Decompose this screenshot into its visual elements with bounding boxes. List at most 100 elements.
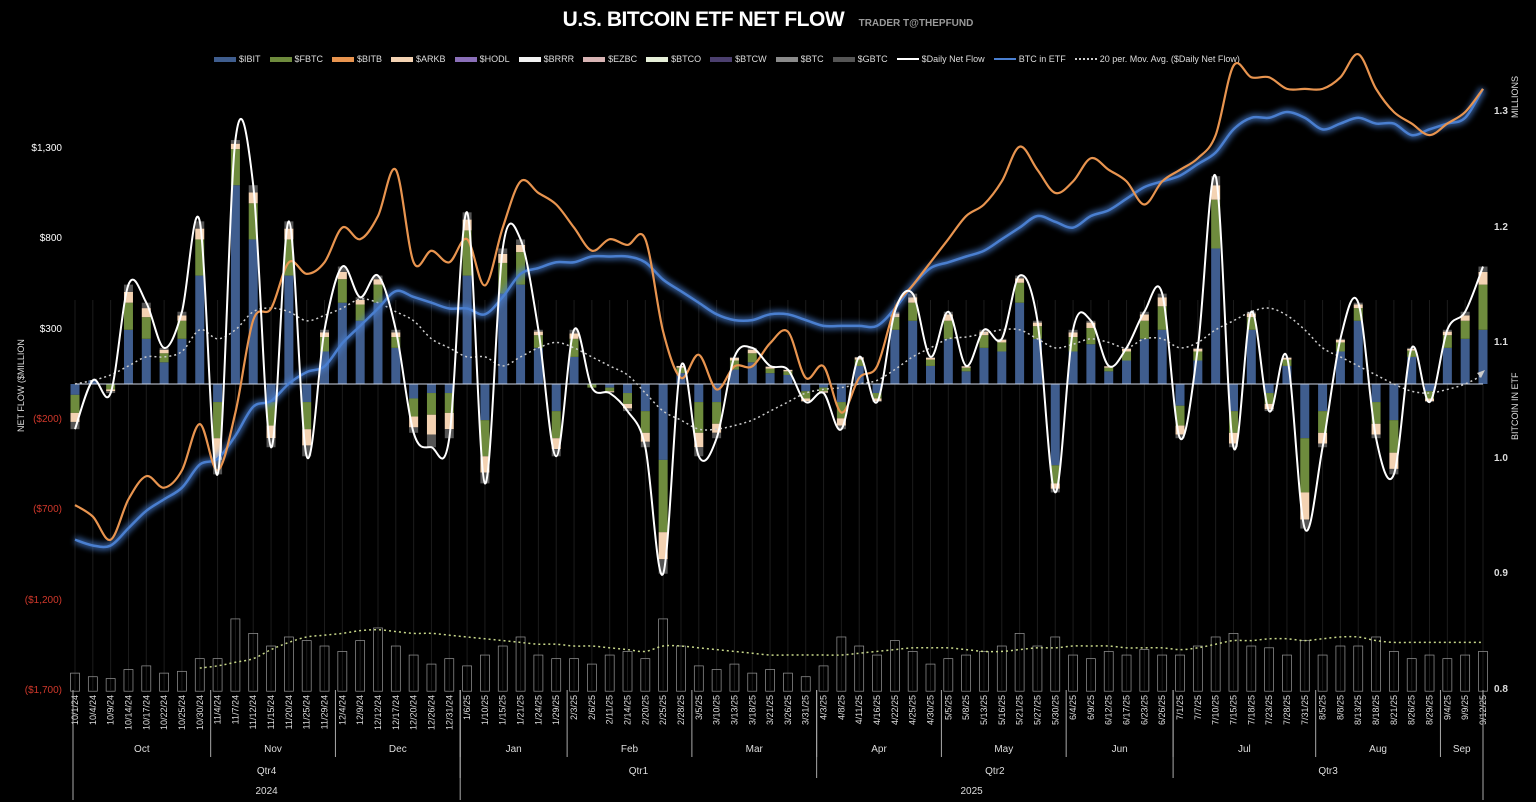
bar-fbtc bbox=[801, 391, 811, 399]
bar-ibit bbox=[1015, 302, 1025, 384]
x-tick-label: 8/8/25 bbox=[1335, 695, 1345, 720]
x-tick-label: 3/10/25 bbox=[712, 695, 722, 725]
x-tick-label: 7/28/25 bbox=[1282, 695, 1292, 725]
x-tick-label: 4/8/25 bbox=[836, 695, 846, 720]
bar-arkb bbox=[1139, 314, 1149, 321]
bar-ibit bbox=[872, 384, 882, 394]
x-tick-label: 10/14/24 bbox=[123, 695, 133, 730]
bar-ibit bbox=[141, 338, 151, 384]
bar-ibit bbox=[1335, 351, 1345, 384]
left-tick-label: ($1,700) bbox=[24, 685, 62, 697]
year-label: 2024 bbox=[255, 786, 278, 797]
month-label: Oct bbox=[134, 744, 150, 755]
bar-ibit bbox=[444, 384, 454, 394]
bar-arkb bbox=[141, 308, 151, 318]
x-tick-label: 1/21/25 bbox=[516, 695, 526, 725]
bottom-bar bbox=[604, 654, 615, 692]
x-tick-label: 8/18/25 bbox=[1371, 695, 1381, 725]
bar-arkb bbox=[1246, 313, 1256, 318]
bar-ibit bbox=[177, 338, 187, 384]
bar-arkb bbox=[979, 331, 989, 336]
bar-fbtc bbox=[498, 262, 508, 294]
chart-subtitle: TRADER T@THEPFUND bbox=[858, 18, 974, 29]
bar-fbtc bbox=[1407, 350, 1417, 357]
bar-ibit bbox=[266, 384, 276, 403]
x-tick-label: 6/4/25 bbox=[1068, 695, 1078, 720]
bar-fbtc bbox=[1175, 405, 1185, 426]
bar-arkb bbox=[1442, 331, 1452, 336]
bar-fbtc bbox=[658, 459, 668, 533]
bar-fbtc bbox=[106, 384, 116, 390]
bar-arkb bbox=[925, 357, 935, 360]
bar-fbtc bbox=[765, 368, 775, 374]
x-tick-label: 1/29/25 bbox=[551, 695, 561, 725]
bar-fbtc bbox=[979, 335, 989, 348]
bottom-bar bbox=[1264, 647, 1274, 692]
bar-fbtc bbox=[854, 359, 864, 366]
bar-arkb bbox=[195, 228, 205, 240]
bar-ibit bbox=[801, 384, 811, 392]
bar-fbtc bbox=[1318, 411, 1328, 433]
x-tick-label: 10/22/24 bbox=[159, 695, 169, 730]
bottom-bar bbox=[355, 640, 366, 692]
bar-arkb bbox=[516, 244, 526, 253]
legend-swatch bbox=[646, 56, 669, 62]
bar-ibit bbox=[213, 384, 223, 403]
bar-fbtc bbox=[925, 359, 935, 366]
bar-arkb bbox=[213, 438, 223, 460]
bar-ibit bbox=[658, 384, 668, 460]
bottom-bar bbox=[587, 663, 597, 692]
month-label: Jul bbox=[1238, 744, 1251, 755]
legend-label: $BTCW bbox=[735, 54, 767, 64]
x-tick-label: 6/17/25 bbox=[1122, 695, 1132, 725]
bar-ibit bbox=[70, 384, 80, 395]
x-tick-label: 6/12/25 bbox=[1104, 695, 1114, 725]
bar-arkb bbox=[1478, 271, 1488, 285]
bottom-bar bbox=[105, 678, 116, 692]
bar-fbtc bbox=[908, 302, 918, 321]
legend-swatch bbox=[269, 56, 292, 62]
bottom-bar bbox=[765, 669, 775, 692]
bar-fbtc bbox=[712, 402, 722, 424]
legend-label: $Daily Net Flow bbox=[921, 54, 985, 64]
bar-arkb bbox=[694, 432, 704, 448]
bottom-bar bbox=[212, 658, 223, 692]
bar-ibit bbox=[480, 384, 490, 421]
bottom-bar bbox=[800, 676, 811, 692]
bar-arkb bbox=[1157, 297, 1167, 307]
bar-fbtc bbox=[355, 304, 365, 321]
bar-gbtc bbox=[141, 302, 151, 309]
bottom-bar bbox=[480, 654, 490, 692]
left-tick-label: ($200) bbox=[33, 414, 62, 426]
bottom-bar bbox=[497, 645, 508, 692]
bar-gbtc bbox=[426, 434, 436, 448]
moving-average-line bbox=[74, 298, 1484, 431]
bar-fbtc bbox=[480, 420, 490, 457]
bar-ibit bbox=[426, 384, 436, 394]
bottom-bar bbox=[836, 636, 847, 692]
legend-label: $IBIT bbox=[239, 54, 261, 64]
bar-ibit bbox=[765, 373, 775, 384]
legend-item: $Daily Net Flow bbox=[896, 54, 985, 64]
bottom-bar bbox=[462, 665, 472, 692]
bar-fbtc bbox=[1425, 391, 1435, 399]
x-tick-label: 12/26/24 bbox=[426, 695, 436, 730]
bar-gbtc bbox=[943, 311, 953, 315]
x-tick-label: 10/1/24 bbox=[70, 695, 80, 725]
x-tick-label: 11/15/24 bbox=[266, 695, 276, 729]
x-tick-label: 6/23/25 bbox=[1139, 695, 1149, 725]
bar-gbtc bbox=[266, 438, 276, 448]
month-label: Dec bbox=[389, 744, 407, 755]
bar-ibit bbox=[694, 384, 704, 403]
bar-fbtc bbox=[444, 393, 454, 413]
bar-ibit bbox=[979, 347, 989, 384]
bottom-bar bbox=[979, 651, 989, 692]
legend-swatch bbox=[518, 56, 541, 62]
bar-fbtc bbox=[623, 393, 633, 404]
bar-ibit bbox=[1318, 384, 1328, 412]
bottom-bar bbox=[266, 645, 276, 692]
legend-swatch bbox=[583, 56, 606, 62]
bar-fbtc bbox=[409, 398, 419, 417]
bar-arkb bbox=[658, 532, 668, 560]
